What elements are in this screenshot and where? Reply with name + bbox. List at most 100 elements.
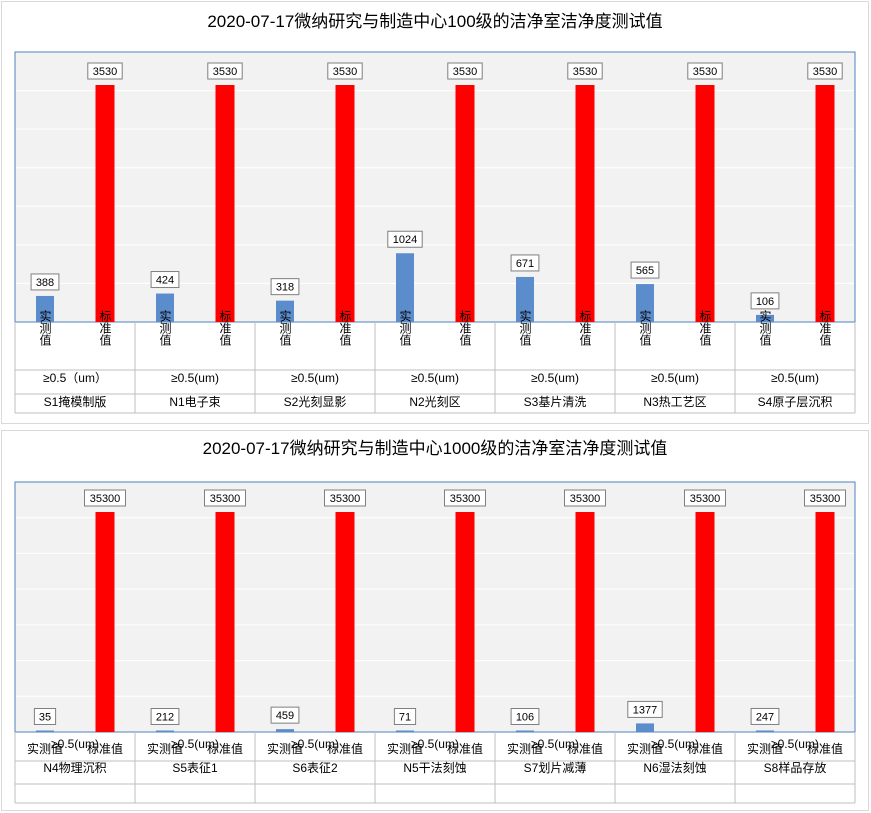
data-label: 35300 (90, 493, 121, 505)
series-tick-label: 实测值 (387, 741, 423, 756)
plot-area (14, 481, 856, 733)
data-label-box (204, 489, 246, 507)
series-tick-label: 标准值 (687, 741, 723, 756)
standard-bar (575, 512, 595, 732)
standard-bar (575, 85, 595, 322)
particle-size-label: ≥0.5(um) (291, 737, 339, 751)
measured-bar (396, 730, 414, 732)
measured-bar (636, 723, 654, 732)
data-label: 35300 (330, 493, 361, 505)
data-label-box (270, 278, 300, 296)
series-tick-label: 标准值 (807, 741, 843, 756)
series-tick-label: 实测值 (747, 741, 783, 756)
data-label-box (387, 230, 423, 248)
chart-panel-1000: 2020-07-17微纳研究与制造中心1000级的洁净室洁净度测试值 35 实测值 3… (1, 430, 869, 811)
standard-bar (455, 85, 475, 322)
data-label-box (564, 489, 606, 507)
chart-title: 2020-07-17微纳研究与制造中心1000级的洁净室洁净度测试值 (203, 439, 668, 458)
series-tick-label: 标准值 (698, 310, 712, 347)
data-label: 35300 (690, 493, 721, 505)
particle-size-label: ≥0.5(um) (771, 737, 819, 751)
standard-bar (695, 512, 715, 732)
data-label: 671 (516, 258, 534, 270)
particle-size-label: ≥0.5(um) (51, 737, 99, 751)
data-label-box (750, 707, 780, 725)
category-label: N1电子束 (169, 395, 220, 409)
series-tick-label: 标准值 (207, 741, 243, 756)
data-label: 1024 (393, 234, 417, 246)
series-tick-label: 标准值 (98, 310, 112, 347)
series-tick-label: 标准值 (87, 741, 123, 756)
data-label-box (150, 271, 180, 289)
measured-bar (396, 253, 414, 322)
category-label: S2光刻显影 (284, 395, 347, 409)
standard-bar (455, 512, 475, 732)
data-label: 35300 (450, 493, 481, 505)
data-label-box (84, 489, 126, 507)
series-tick-label: 实测值 (27, 741, 63, 756)
data-label-box (750, 292, 780, 310)
series-tick-label: 实测值 (638, 309, 652, 347)
measured-bar (276, 300, 294, 322)
series-tick-label: 实测值 (758, 309, 772, 347)
data-label-box (393, 708, 417, 725)
standard-bar (335, 85, 355, 322)
series-tick-label: 实测值 (38, 309, 52, 347)
chart-title: 2020-07-17微纳研究与制造中心100级的洁净室洁净度测试值 (207, 12, 662, 31)
chart-1000: 2020-07-17微纳研究与制造中心1000级的洁净室洁净度测试值 35 实测值 3… (14, 439, 856, 804)
particle-size-label: ≥0.5(um) (651, 737, 699, 751)
standard-bar (215, 85, 235, 322)
category-label: N5干法刻蚀 (403, 761, 466, 775)
standard-bar (215, 512, 235, 732)
series-tick-label: 标准值 (818, 310, 832, 347)
data-label: 388 (36, 277, 54, 289)
measured-bar (516, 276, 534, 322)
particle-size-label: ≥0.5(um) (411, 737, 459, 751)
series-tick-label: 标准值 (447, 741, 483, 756)
data-label: 35 (39, 712, 51, 724)
standard-bar (95, 85, 115, 322)
category-label: N3热工艺区 (643, 395, 706, 409)
standard-bar (695, 85, 715, 322)
data-label: 247 (756, 711, 774, 723)
data-label-box (87, 62, 123, 80)
data-label-box (444, 489, 486, 507)
measured-bar (156, 293, 174, 322)
data-label: 3530 (573, 66, 597, 78)
category-label: S4原子层沉积 (758, 395, 833, 409)
data-label: 35300 (570, 493, 601, 505)
data-label: 3530 (453, 66, 477, 78)
chart-panel-100: 2020-07-17微纳研究与制造中心100级的洁净室洁净度测试值 388 实测值 3… (1, 1, 869, 424)
series-tick-label: 实测值 (398, 309, 412, 347)
series-tick-label: 实测值 (518, 309, 532, 347)
data-label-box (270, 706, 300, 724)
data-label: 424 (156, 275, 174, 287)
data-label: 318 (276, 282, 294, 294)
series-tick-label: 实测值 (507, 741, 543, 756)
category-label: S8样品存放 (764, 760, 827, 775)
data-label: 1377 (633, 704, 657, 716)
particle-size-label: ≥0.5(um) (651, 371, 699, 385)
category-label: S6表征2 (292, 761, 338, 775)
series-tick-label: 实测值 (147, 741, 183, 756)
data-label: 3530 (693, 66, 717, 78)
standard-bar (335, 512, 355, 732)
category-label: S3基片清洗 (524, 395, 587, 409)
series-tick-label: 实测值 (158, 309, 172, 347)
data-label: 565 (636, 265, 654, 277)
category-label: S7划片减薄 (524, 760, 587, 775)
measured-bar (36, 295, 54, 322)
data-label: 212 (156, 712, 174, 724)
data-label: 106 (516, 712, 534, 724)
measured-bar (276, 729, 294, 732)
data-label: 3530 (333, 66, 357, 78)
category-label: N6湿法刻蚀 (643, 760, 706, 775)
data-label: 3530 (93, 66, 117, 78)
category-label: N2光刻区 (409, 395, 460, 409)
data-label-box (630, 261, 660, 279)
data-label-box (207, 62, 243, 80)
particle-size-label: ≥0.5(um) (171, 371, 219, 385)
series-tick-label: 标准值 (218, 310, 232, 347)
measured-bar (756, 730, 774, 732)
series-tick-label: 实测值 (627, 741, 663, 756)
